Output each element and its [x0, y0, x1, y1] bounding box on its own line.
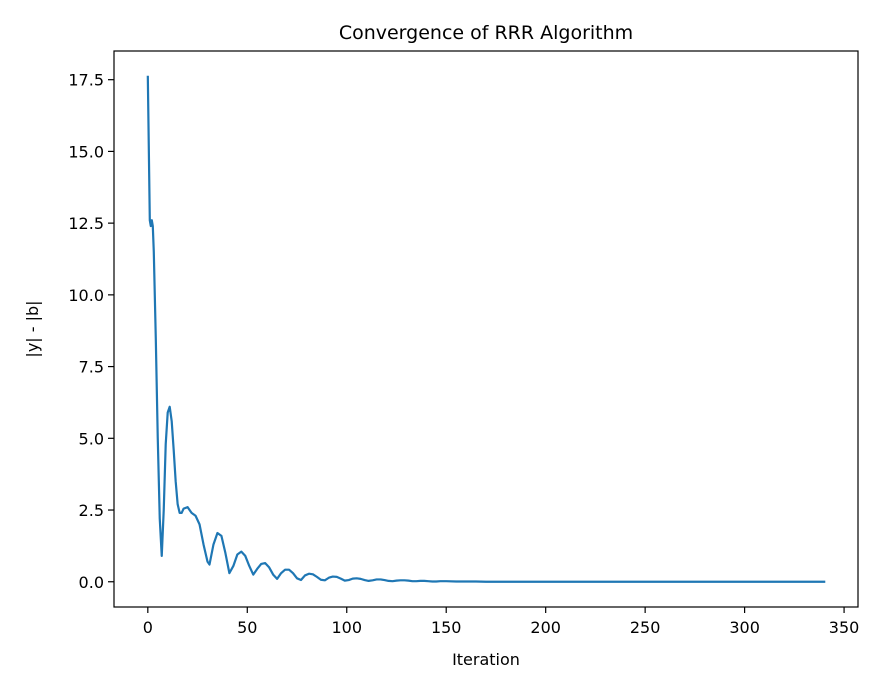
x-tick-label: 0	[143, 618, 153, 637]
series-line	[146, 75, 826, 583]
x-axis-ticks: 0 50 100 150 200 250 300 350	[143, 607, 860, 637]
chart-title: Convergence of RRR Algorithm	[339, 22, 633, 44]
x-tick-label: 150	[431, 618, 462, 637]
x-tick-label: 350	[829, 618, 860, 637]
plot-area	[146, 75, 826, 583]
y-tick-label: 7.5	[79, 358, 104, 377]
x-axis-label: Iteration	[452, 650, 520, 669]
x-tick-label: 300	[729, 618, 760, 637]
x-tick-label: 200	[530, 618, 561, 637]
axes-frame	[113, 50, 859, 608]
x-tick-label: 100	[331, 618, 362, 637]
y-tick-label: 17.5	[68, 71, 104, 90]
y-tick-label: 0.0	[79, 573, 104, 592]
x-tick-label: 250	[630, 618, 661, 637]
y-axis-ticks: 0.0 2.5 5.0 7.5 10.0 12.5 15.0 17.5	[68, 71, 114, 592]
y-tick-label: 12.5	[68, 214, 104, 233]
y-axis-label: |y| - |b|	[23, 300, 42, 357]
y-tick-label: 5.0	[79, 429, 104, 448]
x-tick-label: 50	[237, 618, 257, 637]
y-tick-label: 15.0	[68, 142, 104, 161]
y-tick-label: 2.5	[79, 501, 104, 520]
y-tick-label: 10.0	[68, 286, 104, 305]
